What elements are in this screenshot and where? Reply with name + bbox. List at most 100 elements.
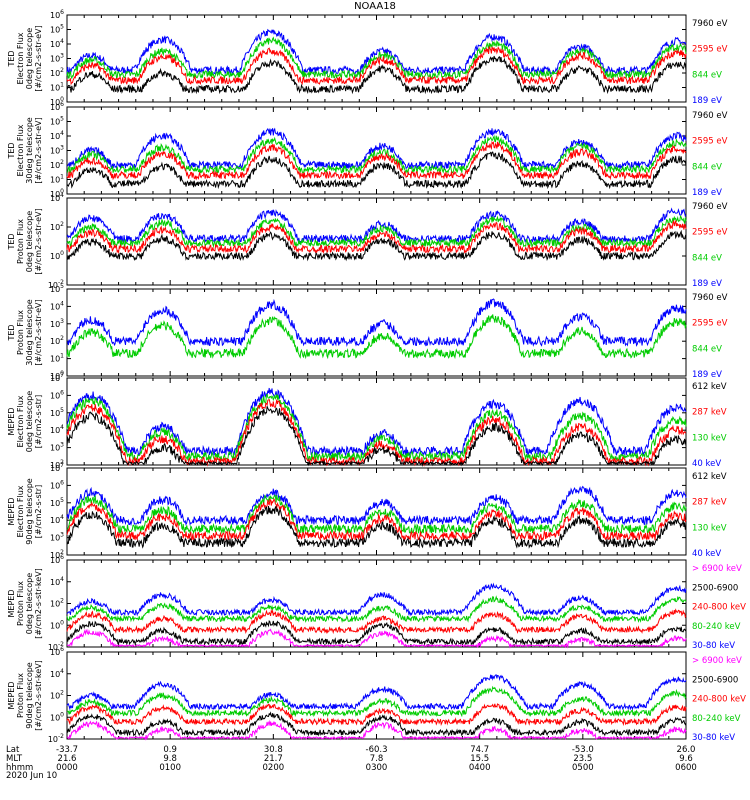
panel-5: 102 103 104 105 106 107 MEPED Electron Flux 0deg…: [7, 372, 727, 470]
y-axis-label-line: Proton Flux: [16, 581, 25, 626]
series-30-80-kev: [66, 674, 687, 711]
legend-entry: 844 eV: [692, 162, 722, 172]
x-column-value: 0.9: [163, 745, 177, 755]
legend-entry: 2595 eV: [692, 228, 728, 238]
y-tick-label: 102: [50, 159, 64, 170]
y-tick-label: 102: [50, 690, 64, 701]
legend-entry: 2500-6900: [692, 675, 738, 685]
y-tick-label: 100: [50, 188, 64, 199]
y-tick-label: 100: [50, 619, 64, 630]
y-tick-label: 10-2: [48, 279, 64, 290]
y-axis-label-line: 30deg telescope: [25, 117, 34, 184]
legend-entry: 2595 eV: [692, 319, 728, 329]
series-30-80-kev: [66, 582, 687, 617]
x-date-label: 2020 Jun 10: [6, 771, 57, 781]
y-axis-label-line: [#/cm2-s-str]: [34, 485, 43, 538]
y-tick-label: 103: [50, 318, 64, 329]
panel-6: 102 103 104 105 106 107 MEPED Electron Flux 90de…: [7, 462, 727, 560]
legend-entry: 80-240 keV: [692, 622, 741, 632]
x-column-value: 23.5: [573, 754, 592, 764]
series-2500-6900: [66, 711, 687, 737]
legend-entry: 612 keV: [692, 382, 727, 392]
y-axis-label-line: Proton Flux: [16, 673, 25, 718]
y-tick-label: 107: [50, 372, 64, 383]
x-column-value: 0500: [572, 763, 594, 773]
y-axis-label-line: MEPED: [7, 682, 16, 710]
x-column-value: 0100: [159, 763, 181, 773]
y-axis-label-line: Electron Flux: [16, 124, 25, 176]
panel-8: 10-2 100 102 104 106 MEPED Proton Flux 90deg te…: [7, 646, 746, 744]
y-tick-label: 106: [50, 389, 64, 400]
y-tick-label: 102: [50, 459, 64, 470]
y-tick-label: 104: [50, 668, 64, 679]
y-tick-label: 102: [50, 221, 64, 232]
series-240-800-kev: [66, 608, 687, 635]
y-axis-label-line: 30deg telescope: [25, 299, 34, 366]
y-tick-label: 103: [50, 145, 64, 156]
y-axis-label-line: [#/cm2-s-str-keV]: [34, 660, 43, 731]
panel-3: 10-2 100 102 104 TED Proton Flux 0deg telescop…: [7, 192, 728, 290]
x-row-label: MLT: [6, 754, 23, 764]
y-axis-label-line: Electron Flux: [16, 32, 25, 84]
x-column-value: 30.8: [264, 745, 283, 755]
y-tick-label: 101: [50, 174, 64, 185]
panel-7: 10-2 100 102 104 106 MEPED Proton Flux 0deg tel…: [7, 554, 746, 652]
y-axis-label-line: 90deg telescope: [25, 662, 34, 729]
series-189-ev: [66, 207, 687, 244]
y-axis-label: MEPED Proton Flux 0deg telescope [#/cm2-s-s…: [7, 568, 43, 639]
series-189-ev: [66, 127, 687, 171]
y-tick-label: 106: [50, 101, 64, 112]
y-tick-label: 103: [50, 532, 64, 543]
y-axis-label-line: MEPED: [7, 498, 16, 526]
y-tick-label: 106: [50, 479, 64, 490]
series-2595-ev: [66, 219, 687, 255]
series-130-kev: [66, 494, 687, 535]
series-7960-ev: [66, 151, 687, 190]
y-tick-label: 10-2: [48, 641, 64, 652]
y-axis-label-line: 0deg telescope: [25, 211, 34, 272]
series-189-ev: [66, 298, 687, 348]
y-axis-label: MEPED Electron Flux 90deg telescope [#/cm2-…: [7, 478, 43, 545]
legend-entry: 80-240 keV: [692, 714, 741, 724]
chart-title: NOAA18: [354, 1, 396, 12]
legend-entry: 189 eV: [692, 96, 722, 106]
series-80-240-kev: [66, 595, 687, 624]
x-column-value: -60.3: [366, 745, 388, 755]
legend-entry: 287 keV: [692, 498, 727, 508]
panel-2: 100 101 102 103 104 105 106 TED Electron Flux 30d…: [7, 101, 728, 199]
y-tick-label: 102: [50, 598, 64, 609]
y-tick-label: 102: [50, 549, 64, 560]
legend-entry: 7960 eV: [692, 202, 728, 212]
x-column-value: 0300: [366, 763, 388, 773]
legend-entry: 844 eV: [692, 253, 722, 263]
legend-entry: 240-800 keV: [692, 695, 746, 705]
series-7960-ev: [66, 55, 687, 95]
y-axis-label-line: [#/cm2-s-str-eV]: [34, 25, 43, 91]
x-row-label: hhmm: [6, 763, 33, 773]
y-axis-label-line: TED: [7, 142, 16, 159]
series-7960-ev: [66, 229, 687, 262]
x-column-value: -33.7: [56, 745, 78, 755]
series-2500-6900: [66, 620, 687, 646]
y-tick-label: 104: [50, 514, 64, 525]
series-612-kev: [66, 505, 686, 549]
panel-frame: [66, 288, 687, 377]
y-tick-label: 101: [50, 353, 64, 364]
series-844-ev: [66, 36, 687, 80]
y-axis-label-line: 90deg telescope: [25, 478, 34, 545]
series-844-ev: [66, 314, 687, 360]
y-axis-label: TED Electron Flux 0deg telescope [#/cm2-s-s…: [7, 25, 43, 91]
legend-entry: 2500-6900: [692, 583, 738, 593]
y-axis-label: TED Electron Flux 30deg telescope [#/cm2-s-…: [7, 117, 43, 184]
y-axis-label-line: [#/cm2-s-str-eV]: [34, 117, 43, 183]
legend-entry: 240-800 keV: [692, 603, 746, 613]
y-tick-label: 100: [50, 96, 64, 107]
y-axis-label-line: [#/cm2-s-str]: [34, 395, 43, 448]
y-axis-label-line: Electron Flux: [16, 395, 25, 447]
x-column-value: 74.7: [470, 745, 489, 755]
y-axis-label-line: TED: [7, 233, 16, 250]
y-tick-label: 102: [50, 67, 64, 78]
legend-entry: > 6900 keV: [692, 564, 742, 574]
